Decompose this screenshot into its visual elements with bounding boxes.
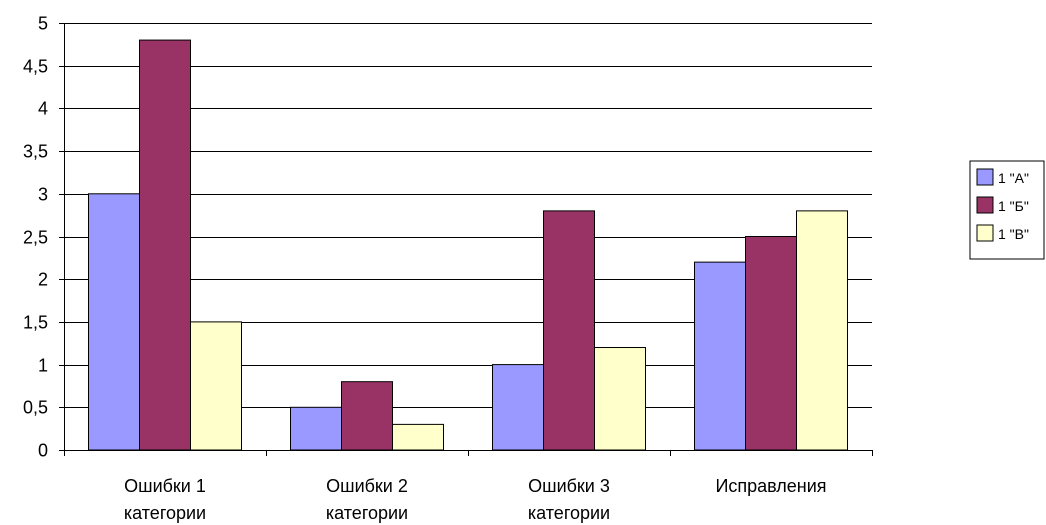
y-tick-label: 5 xyxy=(38,14,48,34)
bar xyxy=(341,381,393,451)
y-tick-label: 3,5 xyxy=(23,142,48,162)
x-tick-label: Ошибки 1 категории xyxy=(124,476,206,523)
axes xyxy=(59,23,873,456)
x-tick-label-line: категории xyxy=(326,503,408,523)
legend-label: 1 "В" xyxy=(998,226,1029,242)
bar xyxy=(492,364,544,451)
x-tick-label: Исправления xyxy=(715,476,826,496)
bar xyxy=(392,423,444,451)
x-tick-label-line: Ошибки 2 xyxy=(326,476,408,496)
y-tick-label: 2 xyxy=(38,270,48,290)
bars xyxy=(88,39,848,451)
legend: 1 "А" 1 "Б" 1 "В" xyxy=(969,160,1045,260)
legend-label: 1 "Б" xyxy=(998,198,1029,214)
bar xyxy=(694,261,746,451)
x-tick-label: Ошибки 2 категории xyxy=(326,476,408,523)
y-tick-label: 0 xyxy=(38,441,48,461)
x-tick-label-line: Ошибки 1 xyxy=(124,476,206,496)
x-tick-label-line: категории xyxy=(528,503,610,523)
legend-swatch xyxy=(976,168,994,186)
y-tick-label: 4 xyxy=(38,99,48,119)
bar xyxy=(594,347,646,451)
legend-swatch xyxy=(976,224,994,242)
x-tick-label-line: Ошибки 3 xyxy=(528,476,610,496)
x-tick-label-line: категории xyxy=(124,503,206,523)
bar xyxy=(88,193,140,451)
bar xyxy=(796,210,848,451)
legend-label: 1 "А" xyxy=(998,170,1029,186)
y-tick-label: 3 xyxy=(38,185,48,205)
bar xyxy=(139,39,191,451)
y-tick-label: 1,5 xyxy=(23,313,48,333)
y-tick-label: 1 xyxy=(38,356,48,376)
y-tick-label: 4,5 xyxy=(23,57,48,77)
bar xyxy=(543,210,595,451)
bar xyxy=(745,236,797,451)
bar xyxy=(190,321,242,451)
y-tick-label: 0,5 xyxy=(23,398,48,418)
x-tick-label: Ошибки 3 категории xyxy=(528,476,610,523)
bar xyxy=(290,406,342,451)
x-tick-label-line: Исправления xyxy=(715,476,826,496)
legend-swatch xyxy=(976,196,994,214)
y-tick-label: 2,5 xyxy=(23,228,48,248)
y-tick-labels: 0 0,5 1 1,5 2 2,5 3 3,5 4 4,5 5 xyxy=(23,14,48,461)
